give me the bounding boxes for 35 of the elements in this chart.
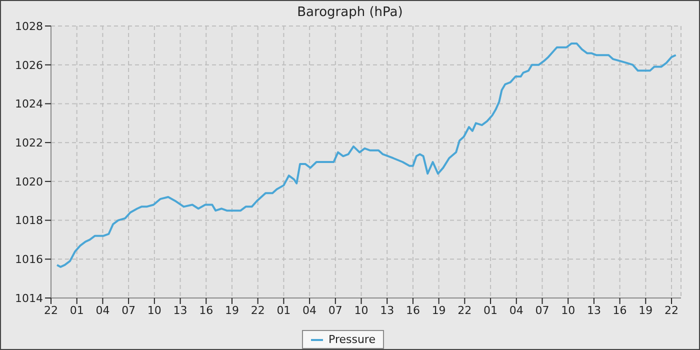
y-tick-label: 1022 [15, 136, 43, 150]
x-tick-label: 01 [70, 304, 84, 317]
x-tick-label: 13 [380, 304, 394, 317]
x-tick-label: 19 [432, 304, 446, 317]
y-tick-label: 1014 [15, 292, 43, 305]
x-tick-label: 04 [96, 304, 110, 317]
x-tick-label: 16 [199, 304, 214, 317]
x-tick-label: 04 [509, 304, 524, 317]
legend-label: Pressure [328, 333, 376, 346]
x-tick-label: 19 [638, 304, 653, 317]
x-tick-label: 13 [173, 304, 188, 317]
y-tick-label: 1020 [15, 175, 43, 188]
chart-title: Barograph (hPa) [296, 5, 404, 20]
x-tick-label: 07 [535, 304, 550, 317]
y-tick-label: 1026 [15, 58, 43, 72]
x-tick-label: 22 [458, 304, 472, 317]
x-tick-label: 13 [586, 304, 601, 317]
x-tick-label: 19 [224, 304, 239, 317]
x-tick-label: 07 [328, 304, 342, 317]
x-tick-label: 10 [147, 304, 162, 317]
x-tick-label: 16 [406, 304, 420, 317]
y-tick-label: 1028 [15, 20, 43, 33]
x-tick-label: 04 [302, 304, 317, 317]
x-tick-label: 16 [612, 304, 627, 317]
x-tick-label: 10 [561, 304, 576, 317]
x-tick-label: 22 [44, 304, 58, 317]
y-tick-label: 1024 [15, 98, 43, 111]
x-tick-label: 10 [354, 304, 368, 317]
x-tick-label: 22 [664, 304, 679, 317]
y-tick-label: 1016 [15, 253, 43, 266]
x-tick-label: 22 [250, 304, 265, 317]
y-tick-label: 1018 [15, 214, 43, 228]
x-tick-label: 07 [122, 304, 136, 317]
x-tick-label: 01 [484, 304, 498, 317]
x-tick-label: 01 [276, 304, 291, 317]
